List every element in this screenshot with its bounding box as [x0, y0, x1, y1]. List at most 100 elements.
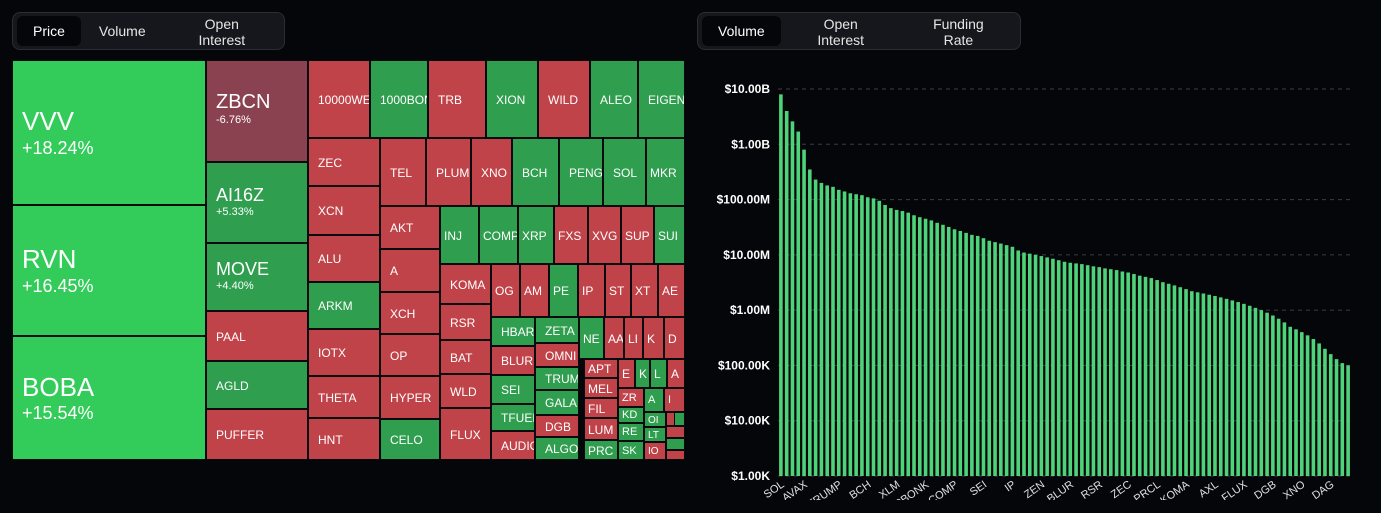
- treemap-cell[interactable]: LI: [624, 317, 643, 359]
- treemap-cell[interactable]: PLUME: [426, 138, 471, 206]
- treemap-cell[interactable]: [666, 450, 685, 460]
- treemap-cell[interactable]: TEL: [380, 138, 426, 206]
- treemap-cell[interactable]: GALA: [535, 390, 579, 415]
- treemap-cell[interactable]: SEI: [491, 375, 535, 404]
- treemap-cell[interactable]: SK: [618, 441, 644, 460]
- volume-bar[interactable]: [1120, 271, 1125, 476]
- treemap-cell[interactable]: OI: [644, 412, 666, 427]
- volume-bar[interactable]: [1334, 359, 1339, 476]
- tab-price[interactable]: Price: [17, 16, 81, 46]
- volume-bar[interactable]: [1190, 291, 1194, 476]
- volume-bar[interactable]: [848, 193, 853, 477]
- treemap-cell[interactable]: L: [650, 359, 667, 388]
- treemap-cell[interactable]: EIGEN: [638, 60, 685, 138]
- volume-bar[interactable]: [836, 189, 841, 476]
- volume-bar[interactable]: [1143, 276, 1148, 476]
- treemap-cell[interactable]: ZR: [618, 388, 644, 407]
- volume-bar[interactable]: [1282, 322, 1287, 476]
- treemap-cell[interactable]: XT: [631, 264, 658, 317]
- volume-bar[interactable]: [1097, 267, 1102, 476]
- volume-bar[interactable]: [1288, 326, 1293, 476]
- volume-bar[interactable]: [825, 185, 829, 476]
- treemap-cell[interactable]: [666, 438, 685, 450]
- volume-bar[interactable]: [981, 238, 986, 476]
- volume-bar[interactable]: [1305, 335, 1310, 476]
- treemap-cell[interactable]: RSR: [440, 304, 491, 340]
- tab-open-interest[interactable]: Open Interest: [164, 16, 280, 48]
- treemap-cell[interactable]: MOVE +4.40%: [206, 243, 308, 311]
- volume-bar[interactable]: [779, 94, 783, 477]
- volume-bar[interactable]: [1184, 289, 1188, 476]
- treemap-cell[interactable]: NE: [579, 317, 604, 359]
- treemap-cell[interactable]: LT: [644, 427, 666, 442]
- volume-bar[interactable]: [935, 222, 939, 476]
- volume-bar[interactable]: [1178, 287, 1183, 476]
- volume-bar[interactable]: [923, 218, 928, 476]
- volume-bar[interactable]: [1045, 257, 1049, 476]
- treemap-cell[interactable]: IOTX: [308, 329, 380, 376]
- treemap-cell[interactable]: [674, 412, 685, 426]
- tab-funding-rate-chart[interactable]: Funding Rate: [901, 16, 1016, 48]
- treemap-cell[interactable]: BAT: [440, 340, 491, 374]
- volume-bar[interactable]: [1323, 348, 1327, 476]
- treemap-cell[interactable]: KD: [618, 407, 644, 423]
- treemap-cell[interactable]: WLD: [440, 374, 491, 408]
- treemap-cell[interactable]: XRP: [518, 206, 554, 264]
- volume-bar[interactable]: [975, 235, 980, 476]
- treemap-cell[interactable]: FLUX: [440, 408, 491, 460]
- volume-bar[interactable]: [1311, 339, 1316, 476]
- volume-bar[interactable]: [1195, 292, 1200, 476]
- treemap-cell[interactable]: XNO: [471, 138, 512, 206]
- volume-bar[interactable]: [929, 220, 934, 476]
- treemap-cell[interactable]: XION: [486, 60, 538, 138]
- volume-bar[interactable]: [900, 211, 905, 477]
- volume-bar[interactable]: [912, 215, 916, 476]
- treemap-cell[interactable]: FIL: [584, 398, 618, 418]
- volume-bar[interactable]: [1346, 365, 1350, 476]
- volume-bar[interactable]: [889, 208, 893, 476]
- treemap-cell[interactable]: AE: [658, 264, 685, 317]
- treemap-cell[interactable]: KOMA: [440, 264, 491, 304]
- treemap-cell[interactable]: A: [667, 359, 685, 388]
- volume-bar[interactable]: [802, 149, 806, 476]
- treemap-cell[interactable]: AKT: [380, 206, 440, 249]
- volume-bar[interactable]: [1340, 363, 1345, 476]
- volume-bar[interactable]: [1039, 256, 1044, 476]
- volume-bar[interactable]: [894, 209, 899, 476]
- treemap-cell[interactable]: OG: [491, 264, 520, 317]
- volume-bar[interactable]: [1236, 302, 1240, 476]
- treemap-cell[interactable]: IP: [578, 264, 605, 317]
- treemap-cell[interactable]: E: [618, 359, 635, 388]
- treemap-cell[interactable]: ALU: [308, 235, 380, 282]
- volume-bar[interactable]: [952, 229, 957, 476]
- treemap-cell[interactable]: TRUMP: [535, 367, 579, 390]
- volume-bar[interactable]: [1317, 343, 1321, 476]
- volume-bar[interactable]: [1166, 283, 1171, 476]
- volume-bar[interactable]: [831, 186, 835, 476]
- volume-bar[interactable]: [946, 226, 951, 476]
- volume-bar[interactable]: [1230, 300, 1235, 476]
- volume-bar[interactable]: [860, 195, 864, 476]
- treemap-cell[interactable]: I: [664, 388, 685, 412]
- treemap-cell[interactable]: WILD: [538, 60, 590, 138]
- volume-bar[interactable]: [1172, 285, 1177, 476]
- treemap-cell[interactable]: A: [644, 388, 664, 412]
- volume-bar[interactable]: [813, 179, 818, 476]
- treemap-cell[interactable]: PE: [549, 264, 578, 317]
- tab-volume-chart[interactable]: Volume: [702, 16, 781, 46]
- treemap-cell[interactable]: OP: [380, 334, 440, 376]
- tab-open-interest-chart[interactable]: Open Interest: [783, 16, 899, 48]
- volume-bar[interactable]: [970, 234, 974, 476]
- volume-bar[interactable]: [993, 242, 997, 476]
- treemap-cell[interactable]: HYPER: [380, 376, 440, 419]
- volume-bar[interactable]: [1213, 296, 1217, 476]
- volume-bar[interactable]: [1224, 298, 1229, 476]
- treemap-cell[interactable]: MKR: [646, 138, 685, 206]
- treemap-cell[interactable]: K: [635, 359, 650, 388]
- volume-bar[interactable]: [842, 191, 847, 477]
- volume-bar[interactable]: [883, 204, 887, 476]
- volume-bar[interactable]: [1247, 305, 1252, 476]
- treemap-cell[interactable]: ST: [605, 264, 631, 317]
- volume-bar[interactable]: [1137, 275, 1142, 476]
- treemap-cell[interactable]: BLUR: [491, 346, 535, 375]
